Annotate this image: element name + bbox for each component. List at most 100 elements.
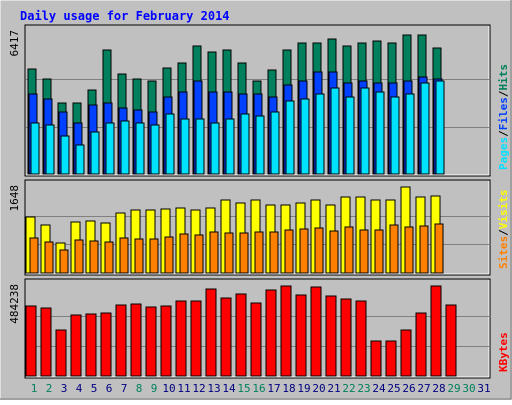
bar-pages bbox=[90, 131, 100, 175]
bar-sites bbox=[254, 231, 264, 274]
bar-kbytes bbox=[340, 298, 352, 377]
bar-kbytes bbox=[355, 300, 367, 377]
panel-kbytes: 484238 KBytes bbox=[8, 278, 510, 379]
bar-sites bbox=[29, 237, 39, 274]
bar-sites bbox=[194, 234, 204, 274]
bar-kbytes bbox=[175, 300, 187, 377]
bar-sites bbox=[89, 240, 99, 274]
day-label: 6 bbox=[106, 382, 113, 395]
bar-pages bbox=[165, 113, 175, 175]
bar-pages bbox=[420, 82, 430, 175]
bar-kbytes bbox=[160, 305, 172, 377]
bar-pages bbox=[240, 113, 250, 175]
bar-sites bbox=[179, 233, 189, 274]
panel-hits-files-pages: 6417 Pages/Files/Hits bbox=[8, 24, 510, 177]
day-label: 11 bbox=[177, 382, 190, 395]
bar-pages bbox=[30, 122, 40, 175]
day-label: 26 bbox=[402, 382, 415, 395]
bar-pages bbox=[195, 118, 205, 175]
legend-item-visits: Visits bbox=[497, 190, 510, 230]
bar-kbytes bbox=[265, 289, 277, 377]
day-label: 27 bbox=[417, 382, 430, 395]
bar-pages bbox=[270, 111, 280, 175]
axis-max-label: 484238 bbox=[8, 284, 21, 324]
day-label: 14 bbox=[222, 382, 236, 395]
bar-pages bbox=[210, 122, 220, 175]
bar-sites bbox=[389, 224, 399, 274]
bar-kbytes bbox=[280, 285, 292, 377]
legend-item-sites: Sites bbox=[497, 236, 510, 269]
legend: KBytes bbox=[497, 332, 510, 372]
bar-pages bbox=[60, 135, 70, 175]
bar-kbytes bbox=[190, 300, 202, 377]
day-label: 18 bbox=[282, 382, 295, 395]
legend-separator: / bbox=[497, 90, 510, 97]
bar-sites bbox=[239, 232, 249, 274]
legend-item-hits: Hits bbox=[497, 64, 510, 91]
day-label: 21 bbox=[327, 382, 340, 395]
bar-kbytes bbox=[115, 304, 127, 377]
bar-sites bbox=[119, 237, 129, 274]
panel-visits-sites: 1648 Sites/Visits bbox=[8, 179, 510, 276]
bar-pages bbox=[225, 118, 235, 175]
bar-sites bbox=[419, 225, 429, 274]
legend-separator: / bbox=[497, 130, 510, 137]
bar-sites bbox=[104, 241, 114, 274]
bar-pages bbox=[180, 118, 190, 175]
bar-pages bbox=[255, 115, 265, 175]
day-label: 13 bbox=[207, 382, 220, 395]
bar-kbytes bbox=[130, 303, 142, 377]
bar-sites bbox=[59, 249, 69, 274]
bar-pages bbox=[135, 122, 145, 175]
day-label: 15 bbox=[237, 382, 250, 395]
bar-kbytes bbox=[325, 295, 337, 377]
bar-pages bbox=[405, 93, 415, 175]
bar-sites bbox=[314, 227, 324, 274]
day-label: 10 bbox=[162, 382, 175, 395]
day-label: 7 bbox=[121, 382, 128, 395]
legend-item-kbytes: KBytes bbox=[497, 332, 510, 372]
bar-pages bbox=[375, 91, 385, 175]
bar-pages bbox=[360, 87, 370, 175]
legend-separator: / bbox=[497, 229, 510, 236]
day-label: 16 bbox=[252, 382, 265, 395]
day-label: 5 bbox=[91, 382, 98, 395]
day-labels: 1 2 3 4 5 6 7 8 9 10 11 12 13 14 15 16 17 18 19 20 21 22 23 24 2… bbox=[31, 382, 491, 395]
bar-kbytes bbox=[40, 307, 52, 377]
bar-kbytes bbox=[25, 305, 37, 377]
day-label: 20 bbox=[312, 382, 325, 395]
bar-kbytes bbox=[385, 340, 397, 377]
bar-pages bbox=[45, 124, 55, 175]
axis-max-label: 6417 bbox=[8, 30, 21, 57]
day-label: 31 bbox=[477, 382, 490, 395]
day-label: 1 bbox=[31, 382, 38, 395]
day-label: 9 bbox=[151, 382, 158, 395]
legend-item-pages: Pages bbox=[497, 137, 510, 170]
day-label: 23 bbox=[357, 382, 370, 395]
panel-frame bbox=[24, 24, 491, 177]
bar-sites bbox=[299, 228, 309, 274]
bar-sites bbox=[134, 238, 144, 274]
day-label: 4 bbox=[76, 382, 83, 395]
bar-sites bbox=[404, 226, 414, 274]
bar-sites bbox=[149, 238, 159, 274]
bar-kbytes bbox=[100, 312, 112, 377]
legend: Pages/Files/Hits bbox=[497, 64, 510, 170]
bar-kbytes bbox=[145, 306, 157, 377]
bar-kbytes bbox=[55, 329, 67, 377]
bar-kbytes bbox=[205, 288, 217, 377]
day-label: 2 bbox=[46, 382, 53, 395]
bar-sites bbox=[269, 231, 279, 274]
day-label: 19 bbox=[297, 382, 310, 395]
bar-pages bbox=[390, 96, 400, 175]
panel-frame bbox=[24, 278, 491, 379]
day-label: 25 bbox=[387, 382, 400, 395]
day-label: 3 bbox=[61, 382, 68, 395]
bar-sites bbox=[434, 223, 444, 274]
bar-sites bbox=[74, 239, 84, 274]
legend: Sites/Visits bbox=[497, 190, 510, 270]
day-label: 22 bbox=[342, 382, 355, 395]
bar-pages bbox=[315, 93, 325, 175]
